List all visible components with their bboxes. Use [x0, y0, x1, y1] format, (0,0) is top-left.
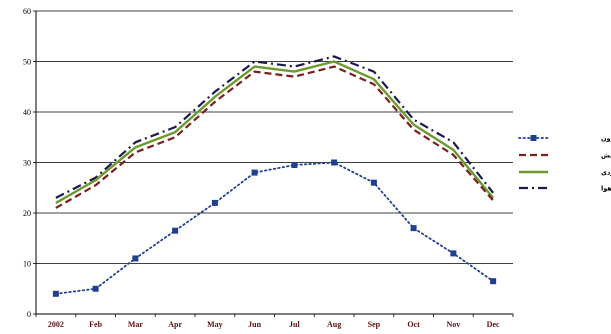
series-lines [52, 55, 497, 297]
y-tick-label: 0 [27, 310, 31, 319]
data-point [450, 250, 457, 257]
x-tick-label: Oct [407, 320, 420, 329]
data-point [172, 227, 179, 234]
series-line [55, 65, 494, 209]
data-point [370, 179, 377, 186]
legend-label: دمای خشک بیرون [601, 135, 611, 143]
data-point [92, 285, 99, 292]
legend-label: دمای عملکردی [601, 169, 611, 177]
data-point [211, 199, 218, 206]
legend-label: دمای تابش [601, 152, 611, 160]
data-point [132, 255, 139, 262]
y-tick-label: 10 [23, 260, 31, 269]
y-tick-label: 50 [23, 58, 31, 67]
x-tick-label: Jul [289, 320, 300, 329]
y-tick-label: 60 [23, 7, 31, 16]
legend-label: دمای هوا [601, 185, 611, 193]
data-point [251, 169, 258, 176]
legend-marker [530, 135, 537, 141]
data-point [52, 290, 59, 297]
y-tick-label: 30 [23, 159, 31, 168]
series-line [55, 55, 494, 199]
x-tick-label: Dec [487, 320, 500, 329]
y-tick-label: 20 [23, 209, 31, 218]
x-tick-label: Feb [89, 320, 102, 329]
data-point [490, 278, 497, 285]
y-tick-labels: 0 10 20 30 40 50 60 [23, 7, 31, 319]
x-tick-label: Sep [368, 320, 381, 329]
data-point [410, 225, 417, 232]
legend: دمای خشک بیرون دمای تابش دمای عملکردی دمای … [518, 135, 611, 193]
data-point [331, 159, 338, 166]
axes [33, 10, 514, 317]
x-tick-label: Apr [168, 320, 182, 329]
x-tick-label: May [207, 320, 223, 329]
x-tick-label: Aug [327, 320, 341, 329]
x-tick-label: Mar [128, 320, 144, 329]
x-tick-label: Nov [446, 320, 460, 329]
data-point [291, 162, 298, 169]
x-tick-label: Jun [248, 320, 261, 329]
x-tick-labels: 2002 Feb Mar Apr May Jun Jul Aug Sep Oct Nov Dec [48, 320, 500, 329]
x-tick-label: 2002 [48, 320, 64, 329]
y-tick-label: 40 [23, 108, 31, 117]
gridlines [36, 10, 513, 315]
series-line [54, 161, 495, 295]
series-line [55, 60, 495, 204]
